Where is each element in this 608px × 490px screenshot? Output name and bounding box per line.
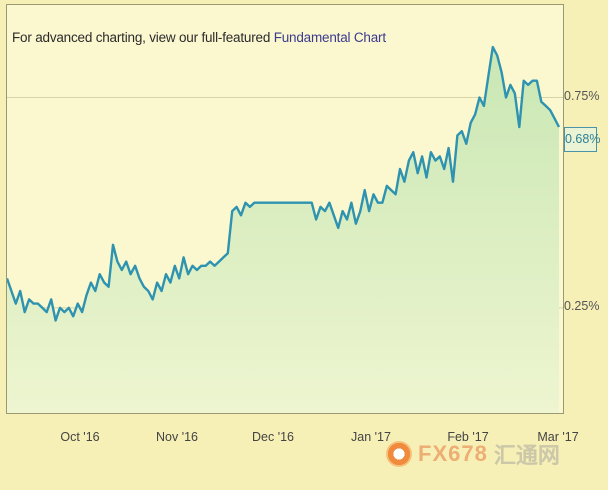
- area-fill: [7, 47, 559, 413]
- chart-svg: [7, 45, 563, 413]
- x-tick-label: Oct '16: [60, 430, 100, 444]
- watermark: FX678 汇通网: [386, 436, 560, 472]
- y-tick-label: 0.25%: [564, 298, 600, 313]
- watermark-cn: 汇通网: [493, 443, 560, 468]
- y-tick-label: 0.75%: [564, 88, 600, 103]
- x-tick-label: Jan '17: [351, 430, 391, 444]
- x-tick-label: Feb '17: [447, 430, 489, 444]
- watermark-text: FX678: [418, 441, 488, 466]
- series-line: [7, 45, 561, 322]
- x-tick-label: Dec '16: [252, 430, 294, 444]
- header-note: For advanced charting, view our full-fea…: [12, 30, 386, 45]
- x-tick-label: Nov '16: [156, 430, 198, 444]
- plot-area: [6, 4, 564, 414]
- fundamental-chart-link[interactable]: Fundamental Chart: [273, 30, 386, 45]
- x-tick-label: Mar '17: [537, 430, 579, 444]
- last-value-badge: 0.68%: [564, 127, 600, 152]
- header-prefix: For advanced charting, view our full-fea…: [12, 30, 271, 45]
- watermark-logo-icon: [386, 441, 412, 467]
